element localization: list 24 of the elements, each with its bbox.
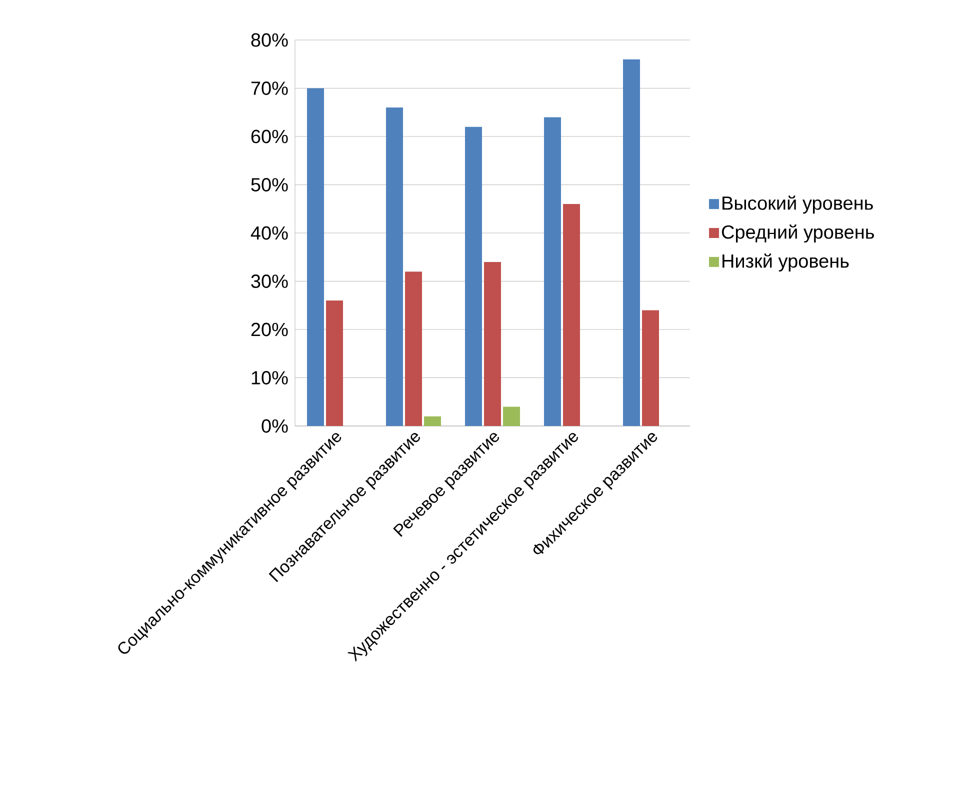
y-tick-label: 50% [251, 178, 288, 192]
bar [424, 416, 442, 426]
bar [307, 88, 324, 426]
bar [326, 300, 344, 426]
bar [503, 406, 520, 426]
bar [386, 108, 404, 426]
y-tick-label: 40% [250, 226, 288, 240]
bar [405, 272, 422, 426]
bar [623, 59, 640, 426]
legend-label: Высокий уровень [722, 196, 873, 214]
bar [642, 310, 659, 426]
bar [544, 117, 561, 426]
y-tick-label: 80% [251, 33, 288, 47]
legend-label: Средний уровень [722, 224, 874, 243]
legend-label: Низкй уровень [722, 253, 849, 272]
bar [484, 262, 502, 426]
bar [465, 126, 482, 426]
y-tick-label: 30% [251, 274, 288, 288]
y-tick-label: 10% [252, 371, 288, 384]
bar [563, 204, 580, 426]
y-tick-label: 20% [251, 322, 288, 336]
y-tick-label: 70% [251, 82, 288, 95]
y-tick-label: 60% [251, 130, 288, 144]
y-tick-label: 0% [262, 419, 288, 433]
